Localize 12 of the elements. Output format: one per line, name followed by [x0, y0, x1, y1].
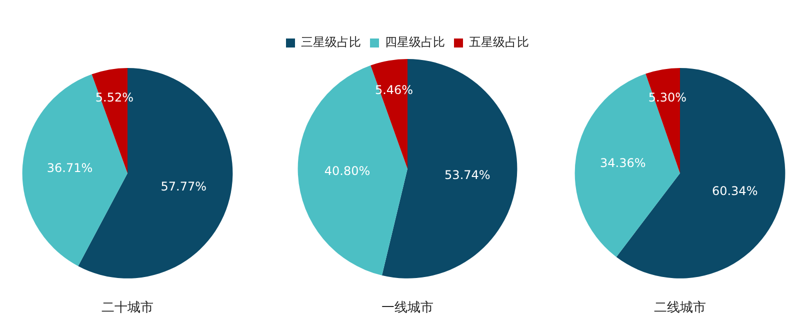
data-label: 40.80% — [324, 164, 370, 178]
legend-label: 三星级占比 — [301, 35, 361, 50]
data-label: 53.74% — [444, 168, 490, 182]
legend-label: 四星级占比 — [385, 35, 445, 50]
data-label: 57.77% — [160, 179, 207, 194]
legend-label: 五星级占比 — [469, 35, 529, 50]
data-label: 60.34% — [712, 184, 758, 198]
data-label: 36.71% — [46, 161, 93, 176]
text: 二线城市 — [654, 300, 706, 316]
text: 二十城市 — [102, 300, 154, 316]
data-label: 34.36% — [600, 156, 646, 170]
text: 一线城市 — [382, 300, 434, 316]
